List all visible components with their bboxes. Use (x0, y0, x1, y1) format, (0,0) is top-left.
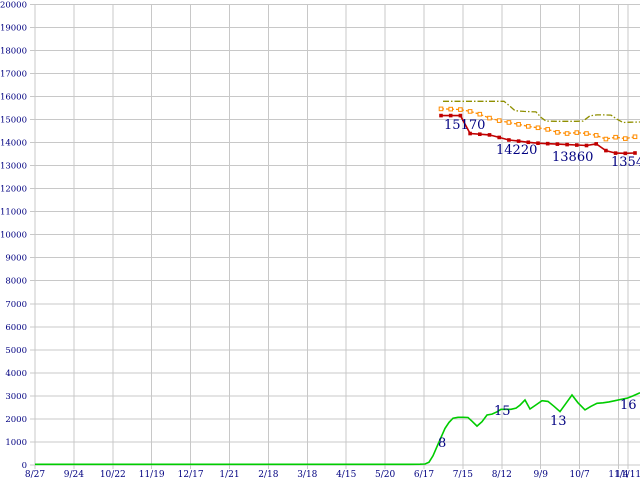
y-tick-label: 7000 (5, 300, 27, 310)
orange-dashed-series-marker (458, 107, 463, 112)
red-solid-series-marker (468, 131, 472, 136)
red-solid-series-marker (526, 140, 531, 145)
red-solid-series-marker (623, 151, 628, 156)
y-tick-label: 3000 (5, 392, 27, 402)
data-point-label: 16 (620, 398, 637, 413)
y-tick-label: 9000 (5, 254, 27, 264)
y-tick-label: 2000 (5, 415, 27, 425)
red-solid-series-marker (584, 143, 589, 148)
orange-dashed-series-marker (477, 111, 483, 117)
x-tick-label: 5/20 (375, 470, 395, 480)
orange-dashed-series-marker (555, 130, 560, 135)
red-solid-series-marker (565, 142, 569, 147)
orange-dashed-series-marker (448, 106, 453, 112)
y-tick-label: 0 (22, 461, 27, 471)
orange-dashed-series-marker (603, 136, 609, 142)
y-tick-label: 15000 (0, 115, 27, 125)
orange-dashed-series-marker (496, 118, 502, 123)
x-tick-label: 8/12 (492, 470, 512, 480)
y-tick-label: 12000 (0, 185, 27, 195)
orange-dashed-series-marker (564, 131, 570, 136)
green-solid-series-line (35, 391, 640, 466)
red-solid-series-marker (545, 141, 550, 146)
orange-dashed-series-marker (593, 133, 599, 138)
x-tick-label: 12/17 (178, 470, 204, 480)
y-tick-label: 13000 (0, 162, 27, 172)
orange-dashed-series-marker (506, 120, 512, 125)
y-tick-label: 10000 (0, 231, 27, 241)
orange-dashed-series-marker (438, 106, 444, 112)
red-solid-series-marker (439, 113, 443, 118)
data-point-label: 8 (438, 436, 446, 451)
orange-dashed-series-line (440, 108, 636, 140)
data-point-label: 15 (494, 404, 511, 419)
orange-dashed-series-marker (632, 134, 638, 140)
x-tick-label: 1/21 (219, 470, 239, 480)
x-tick-label: 3/18 (297, 470, 317, 480)
red-solid-series-marker (613, 151, 618, 155)
y-tick-label: 19000 (0, 23, 27, 33)
red-solid-series-marker (448, 113, 453, 118)
data-point-label: 15170 (444, 118, 485, 133)
red-solid-series-marker (516, 139, 521, 143)
y-tick-label: 18000 (0, 46, 27, 56)
orange-dashed-series-marker (574, 130, 580, 135)
x-tick-label: 9/9 (533, 470, 548, 480)
x-tick-label: 10/22 (100, 470, 126, 480)
x-tick-label: 4/15 (336, 470, 356, 480)
orange-dashed-series-marker (623, 136, 628, 141)
x-tick-label: 8/27 (25, 470, 45, 480)
x-tick-label: 11/4 (608, 470, 628, 480)
y-tick-label: 11000 (0, 208, 27, 218)
data-point-label: 13860 (552, 150, 593, 165)
x-tick-label: 6/17 (414, 470, 434, 480)
red-solid-series-marker (633, 151, 637, 155)
x-tick-label: 7/15 (453, 470, 473, 480)
red-solid-series-marker (507, 138, 511, 142)
y-tick-label: 17000 (0, 69, 27, 79)
y-tick-label: 20000 (0, 0, 27, 10)
orange-dashed-series-marker (516, 122, 521, 127)
red-solid-series-marker (555, 142, 560, 146)
red-solid-series-marker (594, 142, 598, 146)
orange-dashed-series-marker (584, 131, 589, 136)
y-tick-label: 8000 (5, 277, 27, 287)
x-tick-label: 9/24 (64, 470, 84, 480)
orange-dashed-series-marker (487, 115, 492, 121)
data-point-label: 13545 (611, 155, 640, 170)
orange-dashed-series-marker (535, 125, 541, 131)
olive-dashdot-series-line (443, 100, 640, 124)
y-tick-label: 5000 (5, 346, 27, 356)
red-solid-series-marker (458, 113, 463, 118)
red-solid-series-marker (487, 133, 492, 137)
red-solid-series-marker (604, 148, 608, 153)
orange-dashed-series-marker (613, 134, 618, 140)
y-tick-label: 16000 (0, 92, 27, 102)
x-tick-label: 10/7 (569, 470, 589, 480)
red-solid-series-marker (478, 132, 482, 137)
y-tick-label: 6000 (5, 323, 27, 333)
x-tick-label: 11/11 (615, 470, 640, 480)
y-tick-label: 1000 (5, 438, 27, 448)
red-solid-series-marker (497, 135, 501, 140)
red-solid-series-marker (536, 141, 540, 146)
orange-dashed-series-marker (545, 127, 551, 132)
y-tick-label: 4000 (5, 369, 27, 379)
data-point-label: 14220 (496, 143, 537, 158)
data-point-label: 13 (550, 414, 567, 429)
y-tick-label: 14000 (0, 139, 27, 149)
red-solid-series-marker (575, 143, 579, 147)
orange-dashed-series-marker (526, 124, 531, 129)
x-tick-label: 11/19 (139, 470, 165, 480)
orange-dashed-series-marker (467, 109, 473, 114)
x-tick-label: 2/18 (258, 470, 278, 480)
